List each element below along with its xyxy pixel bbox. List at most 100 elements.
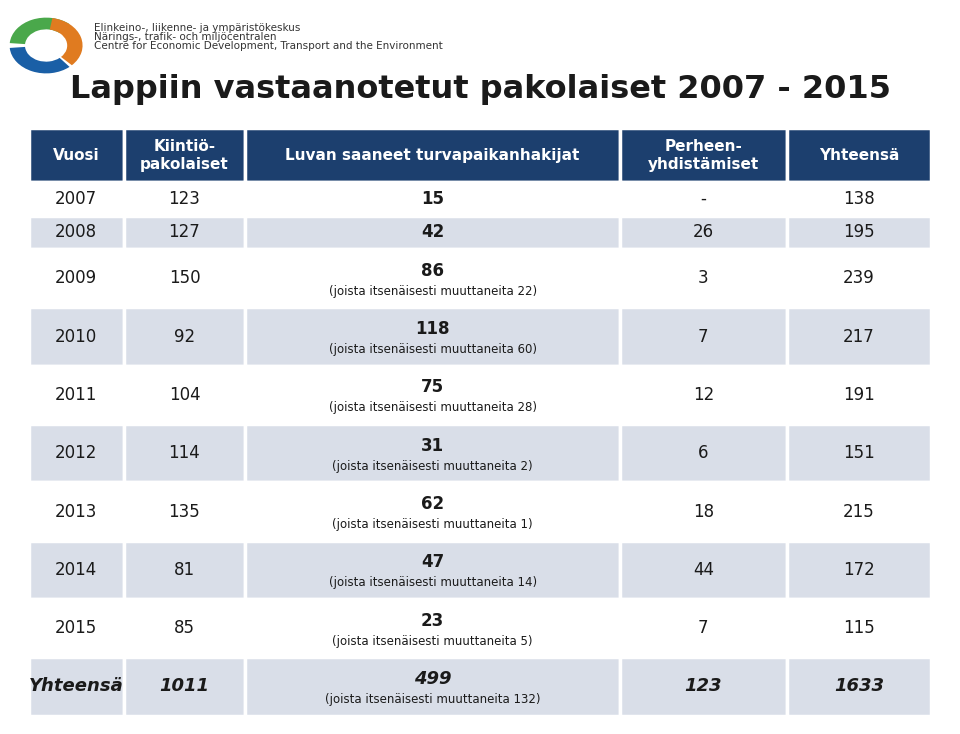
Wedge shape bbox=[50, 18, 83, 65]
FancyBboxPatch shape bbox=[620, 216, 787, 249]
FancyBboxPatch shape bbox=[620, 366, 787, 424]
FancyBboxPatch shape bbox=[787, 482, 931, 541]
Text: 42: 42 bbox=[421, 223, 444, 241]
FancyBboxPatch shape bbox=[787, 366, 931, 424]
FancyBboxPatch shape bbox=[124, 308, 246, 366]
Wedge shape bbox=[10, 18, 69, 44]
Text: Elinkeino-, liikenne- ja ympäristökeskus: Elinkeino-, liikenne- ja ympäristökeskus bbox=[94, 23, 300, 34]
FancyBboxPatch shape bbox=[246, 366, 620, 424]
Wedge shape bbox=[10, 47, 69, 73]
Text: (joista itsenäisesti muuttaneita 28): (joista itsenäisesti muuttaneita 28) bbox=[328, 401, 537, 414]
Text: Luvan saaneet turvapaikanhakijat: Luvan saaneet turvapaikanhakijat bbox=[285, 148, 580, 163]
Text: 195: 195 bbox=[843, 223, 875, 241]
Text: 85: 85 bbox=[174, 619, 195, 637]
Text: Vuosi: Vuosi bbox=[53, 148, 100, 163]
FancyBboxPatch shape bbox=[620, 249, 787, 308]
FancyBboxPatch shape bbox=[620, 424, 787, 482]
FancyBboxPatch shape bbox=[787, 249, 931, 308]
FancyBboxPatch shape bbox=[787, 128, 931, 183]
Text: 191: 191 bbox=[843, 386, 875, 404]
Text: 12: 12 bbox=[693, 386, 714, 404]
Text: 18: 18 bbox=[693, 503, 714, 520]
Text: 2008: 2008 bbox=[55, 223, 97, 241]
Text: Närings-, trafik- och miljöcentralen: Närings-, trafik- och miljöcentralen bbox=[94, 32, 276, 43]
Text: 7: 7 bbox=[698, 619, 708, 637]
FancyBboxPatch shape bbox=[124, 541, 246, 599]
Text: 2013: 2013 bbox=[55, 503, 97, 520]
Text: 114: 114 bbox=[169, 444, 201, 462]
FancyBboxPatch shape bbox=[787, 183, 931, 216]
FancyBboxPatch shape bbox=[29, 366, 124, 424]
Text: 217: 217 bbox=[843, 327, 875, 346]
Text: 239: 239 bbox=[843, 269, 875, 287]
FancyBboxPatch shape bbox=[620, 183, 787, 216]
Text: (joista itsenäisesti muuttaneita 132): (joista itsenäisesti muuttaneita 132) bbox=[324, 693, 540, 706]
Text: 104: 104 bbox=[169, 386, 201, 404]
Text: 2012: 2012 bbox=[55, 444, 97, 462]
Text: 215: 215 bbox=[843, 503, 875, 520]
FancyBboxPatch shape bbox=[787, 541, 931, 599]
FancyBboxPatch shape bbox=[246, 541, 620, 599]
Text: Yhteensä: Yhteensä bbox=[819, 148, 900, 163]
FancyBboxPatch shape bbox=[787, 308, 931, 366]
Text: 118: 118 bbox=[416, 320, 450, 338]
Text: 127: 127 bbox=[169, 223, 201, 241]
Text: (joista itsenäisesti muuttaneita 2): (joista itsenäisesti muuttaneita 2) bbox=[332, 459, 533, 473]
Text: 26: 26 bbox=[693, 223, 714, 241]
Text: 138: 138 bbox=[843, 190, 875, 208]
FancyBboxPatch shape bbox=[29, 128, 124, 183]
Text: 86: 86 bbox=[421, 262, 444, 280]
Text: 31: 31 bbox=[421, 437, 444, 454]
FancyBboxPatch shape bbox=[124, 424, 246, 482]
FancyBboxPatch shape bbox=[29, 249, 124, 308]
Text: 2009: 2009 bbox=[55, 269, 97, 287]
FancyBboxPatch shape bbox=[246, 249, 620, 308]
FancyBboxPatch shape bbox=[124, 249, 246, 308]
Text: 92: 92 bbox=[174, 327, 195, 346]
Text: 75: 75 bbox=[421, 378, 444, 396]
FancyBboxPatch shape bbox=[124, 128, 246, 183]
Text: 2014: 2014 bbox=[55, 561, 97, 579]
FancyBboxPatch shape bbox=[620, 599, 787, 658]
Text: (joista itsenäisesti muuttaneita 22): (joista itsenäisesti muuttaneita 22) bbox=[328, 285, 537, 297]
Text: 81: 81 bbox=[174, 561, 195, 579]
FancyBboxPatch shape bbox=[246, 183, 620, 216]
Text: 151: 151 bbox=[843, 444, 875, 462]
FancyBboxPatch shape bbox=[124, 366, 246, 424]
Text: 172: 172 bbox=[843, 561, 875, 579]
FancyBboxPatch shape bbox=[29, 424, 124, 482]
Text: 2011: 2011 bbox=[55, 386, 97, 404]
Text: Lappiin vastaanotetut pakolaiset 2007 - 2015: Lappiin vastaanotetut pakolaiset 2007 - … bbox=[69, 74, 891, 105]
FancyBboxPatch shape bbox=[246, 308, 620, 366]
Text: 15: 15 bbox=[421, 190, 444, 208]
Text: (joista itsenäisesti muuttaneita 1): (joista itsenäisesti muuttaneita 1) bbox=[332, 518, 533, 531]
FancyBboxPatch shape bbox=[620, 541, 787, 599]
Text: 47: 47 bbox=[421, 553, 444, 571]
Text: 62: 62 bbox=[421, 495, 444, 513]
Text: 2010: 2010 bbox=[55, 327, 97, 346]
Text: 123: 123 bbox=[684, 677, 722, 696]
Text: Perheen-
yhdistämiset: Perheen- yhdistämiset bbox=[648, 139, 759, 172]
FancyBboxPatch shape bbox=[29, 216, 124, 249]
Text: 6: 6 bbox=[698, 444, 708, 462]
Text: 44: 44 bbox=[693, 561, 714, 579]
FancyBboxPatch shape bbox=[246, 482, 620, 541]
Text: 499: 499 bbox=[414, 670, 451, 688]
Text: 2007: 2007 bbox=[55, 190, 97, 208]
Text: 7: 7 bbox=[698, 327, 708, 346]
Text: 135: 135 bbox=[169, 503, 201, 520]
FancyBboxPatch shape bbox=[620, 128, 787, 183]
Text: 123: 123 bbox=[169, 190, 201, 208]
Text: Yhteensä: Yhteensä bbox=[29, 677, 124, 696]
FancyBboxPatch shape bbox=[620, 482, 787, 541]
Text: 2015: 2015 bbox=[55, 619, 97, 637]
FancyBboxPatch shape bbox=[787, 424, 931, 482]
Text: (joista itsenäisesti muuttaneita 14): (joista itsenäisesti muuttaneita 14) bbox=[328, 576, 537, 589]
FancyBboxPatch shape bbox=[124, 599, 246, 658]
FancyBboxPatch shape bbox=[29, 658, 124, 716]
FancyBboxPatch shape bbox=[246, 424, 620, 482]
Text: (joista itsenäisesti muuttaneita 60): (joista itsenäisesti muuttaneita 60) bbox=[328, 343, 537, 356]
Text: 1011: 1011 bbox=[159, 677, 209, 696]
Text: Kiintiö-
pakolaiset: Kiintiö- pakolaiset bbox=[140, 139, 228, 172]
FancyBboxPatch shape bbox=[29, 183, 124, 216]
